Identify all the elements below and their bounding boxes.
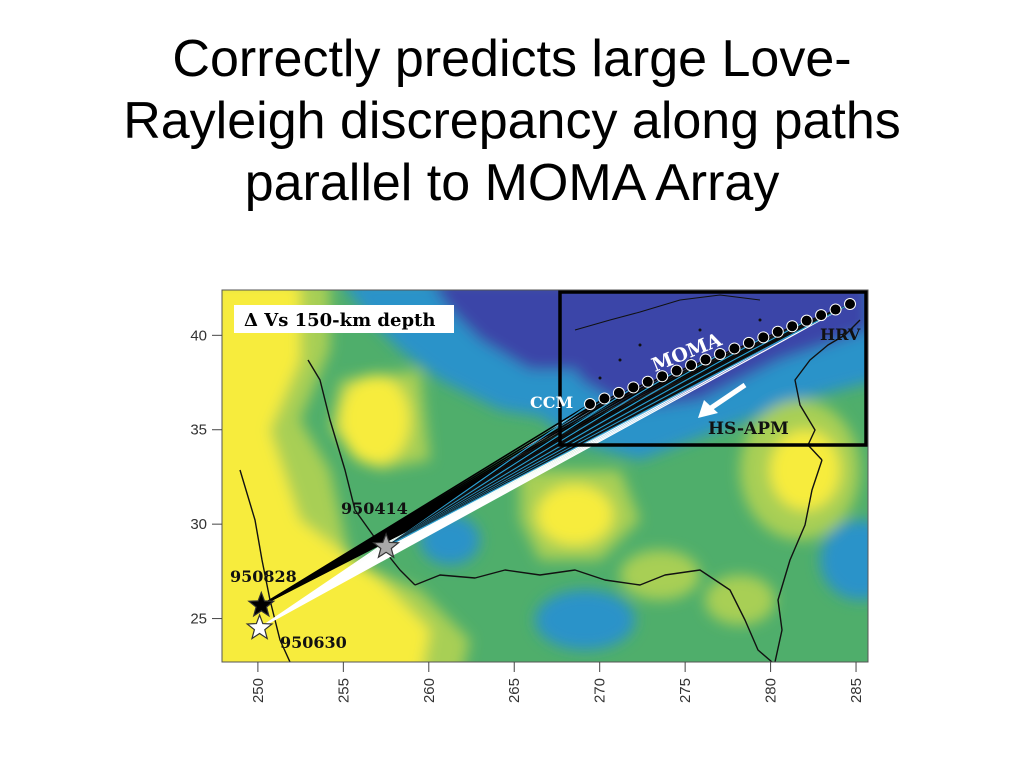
station-dot: [641, 375, 654, 388]
propagation-arrow-icon: [698, 382, 747, 418]
map-frame: [221, 289, 869, 663]
event-label-950414: 950414: [341, 499, 408, 518]
lat-tick-label: 30: [190, 516, 207, 533]
station-dot: [728, 342, 741, 355]
station-dot: [771, 325, 784, 338]
legend-label: Δ Vs 150-km depth: [244, 310, 435, 331]
station-dot: [685, 359, 698, 372]
lat-tick-label: 35: [190, 422, 207, 439]
station-dot: [627, 381, 640, 394]
station-dot: [612, 386, 625, 399]
lon-tick-label: 255: [335, 678, 352, 703]
event-star-950414: [372, 532, 401, 559]
ray-path: [259, 303, 851, 629]
lat-tick-label: 25: [190, 611, 207, 628]
slide-title: Correctly predicts large Love- Rayleigh …: [123, 30, 901, 212]
event-stars: [245, 532, 401, 640]
station-dot: [757, 331, 770, 344]
moma-region-box: [558, 290, 868, 447]
station-dot: [742, 336, 755, 349]
lon-tick-label: 280: [763, 678, 780, 703]
ray-path: [385, 303, 851, 548]
station-dot: [815, 309, 828, 322]
station-dot: [800, 314, 813, 327]
lon-tick-label: 285: [848, 678, 865, 703]
station-end-label: HRV: [820, 325, 861, 344]
station-dot: [786, 320, 799, 333]
event-star-950630: [245, 613, 274, 640]
station-dot: [670, 364, 683, 377]
station-dot: [584, 398, 596, 410]
station-dot: [656, 370, 669, 383]
station-dot: [699, 353, 712, 366]
lon-tick-label: 265: [506, 678, 523, 703]
station-dot: [844, 298, 856, 310]
lon-tick-label: 270: [592, 678, 609, 703]
event-star-950828: [247, 590, 276, 618]
legend-box: [234, 305, 454, 333]
event-label-950828: 950828: [230, 567, 297, 586]
event-label-950630: 950630: [280, 633, 347, 652]
moma-stations: [584, 298, 856, 410]
lon-tick-label: 260: [421, 678, 438, 703]
station-dot: [598, 392, 611, 405]
lon-tick-label: 275: [677, 678, 694, 703]
lon-tick-label: 250: [250, 678, 267, 703]
station-dot: [714, 348, 726, 360]
station-dot: [829, 303, 842, 316]
model-label: HS-APM: [708, 419, 789, 439]
station-start-label: CCM: [530, 393, 573, 412]
lat-tick-label: 40: [190, 327, 207, 344]
latitude-axis: 25 30 35 40: [190, 327, 222, 628]
longitude-axis: 250 255 260 265 270 275 280 285: [250, 662, 865, 703]
velocity-anomaly-field: [222, 290, 868, 662]
